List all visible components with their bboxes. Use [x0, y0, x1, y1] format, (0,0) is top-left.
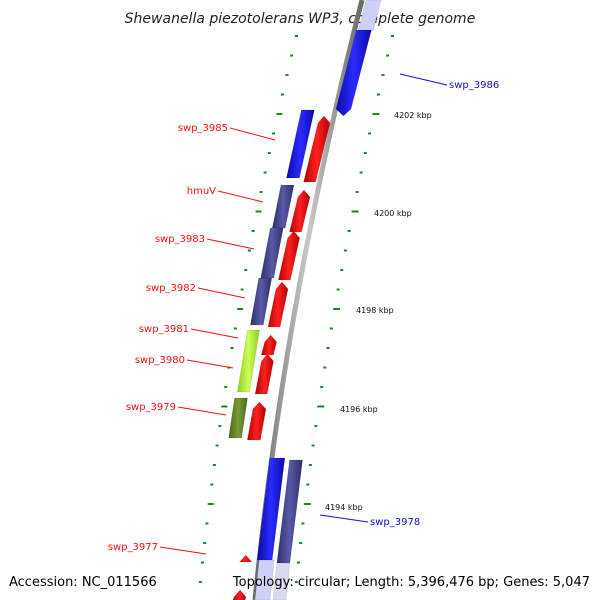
gene-swp-3978[interactable]	[276, 459, 303, 564]
gene-label-swp-3978[interactable]: swp_3978	[370, 517, 420, 528]
gene-label-swp-3981[interactable]: swp_3981	[139, 324, 189, 335]
gene-label-swp-3983[interactable]: swp_3983	[155, 234, 205, 245]
gene-label-swp-3985[interactable]: swp_3985	[178, 123, 228, 134]
accession-text: Accession: NC_011566	[9, 575, 157, 590]
scale-label: 4202 kbp	[394, 111, 432, 120]
gene-track	[228, 0, 382, 600]
gene-swp-3978-shade[interactable]	[254, 559, 275, 600]
tick-rails	[198, 35, 394, 583]
map-title: Shewanella piezotolerans WP3, complete g…	[125, 11, 476, 27]
gene-swp-3986-shade[interactable]	[358, 0, 382, 31]
scale-label: 4196 kbp	[340, 405, 378, 414]
gene-hmuv-red[interactable]	[289, 189, 311, 233]
gene-label-swp-3980[interactable]: swp_3980	[135, 355, 185, 366]
gene-swp-3983-red[interactable]	[278, 230, 300, 281]
gene-swp-3977-b[interactable]	[232, 589, 247, 600]
gene-swp-3979[interactable]	[228, 397, 248, 439]
gene-swp-3982[interactable]	[250, 277, 273, 326]
gene-label-swp-3982[interactable]: swp_3982	[146, 283, 196, 294]
gene-hmuv[interactable]	[271, 184, 295, 229]
gene-swp-3985[interactable]	[286, 109, 315, 179]
gene-swp-3981-red[interactable]	[261, 334, 277, 356]
scale-label: 4194 kbp	[325, 503, 363, 512]
gene-swp-3979-red[interactable]	[247, 401, 267, 441]
scale-labels: 4202 kbp 4200 kbp 4198 kbp 4196 kbp 4194…	[325, 111, 432, 512]
gene-swp-3985-red[interactable]	[303, 115, 331, 183]
gene-label-swp-3977[interactable]: swp_3977	[108, 542, 158, 553]
leader-lines	[159, 73, 448, 555]
gene-swp-3986[interactable]	[335, 29, 372, 117]
gene-swp-3980-red[interactable]	[254, 353, 274, 395]
gene-swp-3978-shade-2[interactable]	[272, 562, 291, 600]
gene-swp-3981[interactable]	[237, 329, 260, 393]
gene-label-hmuv[interactable]: hmuV	[187, 186, 216, 197]
scale-label: 4198 kbp	[356, 306, 394, 315]
gene-label-swp-3986[interactable]: swp_3986	[449, 80, 499, 91]
gene-swp-3977[interactable]	[238, 554, 253, 563]
gene-swp-3983[interactable]	[260, 227, 284, 279]
gene-labels: swp_3986 swp_3985 hmuV swp_3983 swp_3982…	[108, 80, 499, 553]
gene-swp-3982-red[interactable]	[267, 281, 289, 328]
topology-text: Topology: circular; Length: 5,396,476 bp…	[232, 575, 590, 590]
gene-label-swp-3979[interactable]: swp_3979	[126, 402, 176, 413]
scale-label: 4200 kbp	[374, 209, 412, 218]
